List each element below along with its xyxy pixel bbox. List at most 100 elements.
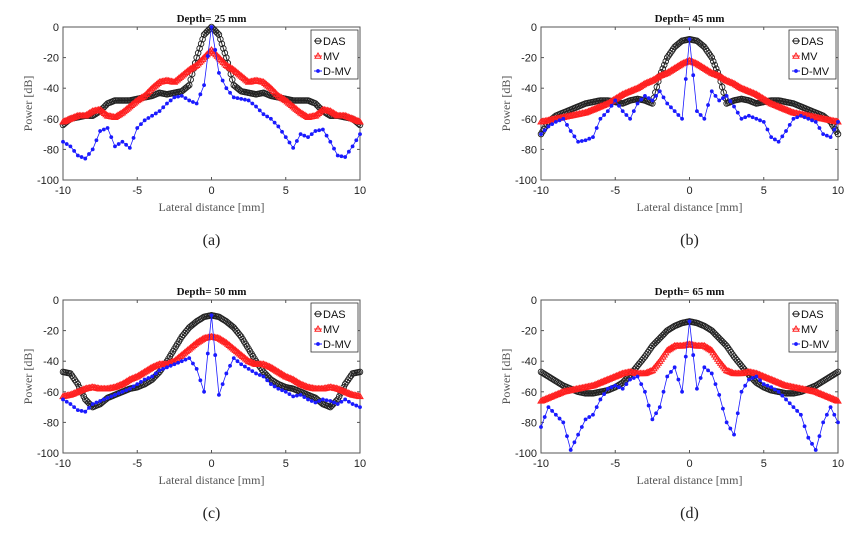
series-mv [59, 332, 364, 400]
y-tick-label: -100 [37, 448, 59, 460]
legend-label: DAS [801, 309, 824, 321]
y-axis-label: Power [dB] [499, 76, 513, 132]
legend-label: MV [801, 324, 818, 336]
data-point-d-mv [769, 135, 774, 140]
marker-d-mv [728, 426, 733, 431]
marker-mv [290, 376, 299, 384]
data-point-mv [207, 45, 216, 53]
marker-mv [770, 100, 779, 108]
marker-mv [832, 396, 841, 404]
marker-d-mv [101, 397, 106, 402]
data-point-mv [296, 108, 305, 116]
data-point-d-mv [806, 116, 811, 121]
marker-d-mv [795, 409, 800, 413]
marker-mv [277, 369, 286, 377]
marker-mv [330, 109, 339, 117]
marker-mv [241, 354, 250, 362]
marker-mv [261, 79, 269, 87]
marker-mv [768, 376, 777, 383]
marker-d-mv [780, 393, 785, 398]
marker-d-mv [294, 139, 299, 143]
legend-label: D-MV [801, 66, 830, 78]
data-point-d-mv [224, 86, 229, 91]
marker-mv [820, 391, 829, 399]
data-point-das [215, 31, 223, 38]
data-point-mv [229, 344, 238, 352]
data-point-d-mv [320, 127, 325, 132]
data-point-mv [767, 99, 776, 107]
data-point-d-mv [142, 118, 147, 123]
data-point-d-mv [261, 112, 266, 117]
marker-d-mv [79, 155, 84, 159]
marker-d-mv [228, 363, 232, 368]
marker-d-mv [832, 127, 837, 132]
data-point-d-mv [576, 432, 581, 437]
marker-mv [771, 101, 780, 109]
subplot-caption: (d) [680, 505, 699, 522]
data-point-mv [267, 363, 275, 371]
marker-mv [761, 373, 770, 380]
marker-d-mv [198, 378, 203, 383]
data-point-mv [281, 372, 290, 380]
data-point-mv [348, 114, 357, 122]
marker-mv [278, 94, 287, 102]
data-point-d-mv [665, 101, 670, 106]
marker-d-mv [772, 387, 777, 392]
marker-d-mv [139, 122, 143, 127]
y-tick-label: -40 [43, 83, 59, 95]
legend-marker-das [792, 310, 800, 318]
marker-das [199, 35, 206, 43]
data-point-d-mv [343, 397, 348, 402]
y-tick-label: -80 [521, 144, 537, 156]
marker-mv [268, 364, 277, 371]
marker-mv [223, 62, 232, 69]
marker-mv [329, 108, 338, 116]
legend: DAS MV D-MV [310, 302, 359, 353]
marker-mv [234, 69, 243, 77]
data-point-mv [326, 107, 335, 114]
y-tick-label: -80 [43, 144, 59, 156]
marker-mv [697, 62, 706, 70]
y-tick-label: -80 [43, 417, 59, 429]
marker-d-mv [87, 152, 91, 156]
marker-d-mv [131, 136, 136, 140]
marker-d-mv [176, 94, 180, 99]
y-tick-label: 0 [531, 295, 537, 307]
marker-mv [97, 106, 106, 114]
data-point-d-mv [120, 389, 125, 394]
marker-mv [232, 347, 241, 355]
marker-d-mv [557, 118, 562, 123]
marker-d-mv [191, 361, 195, 366]
marker-mv [816, 389, 825, 397]
x-axis-label: Lateral distance [mm] [637, 200, 743, 214]
marker-das [662, 58, 669, 65]
marker-das [217, 35, 224, 43]
legend-marker-d-mv [794, 69, 798, 73]
marker-mv [262, 80, 271, 88]
data-point-mv [259, 78, 268, 85]
data-point-mv [96, 105, 104, 113]
marker-d-mv [72, 405, 77, 409]
series-d-mv [539, 319, 840, 452]
data-point-d-mv [113, 144, 117, 149]
data-point-mv [782, 105, 790, 113]
marker-mv [779, 104, 787, 112]
data-point-d-mv [291, 145, 296, 150]
marker-d-mv [750, 115, 755, 120]
marker-d-mv [94, 138, 99, 143]
y-tick-label: -20 [43, 53, 59, 65]
subplot-caption: (a) [203, 232, 221, 249]
marker-d-mv [572, 134, 577, 139]
marker-d-mv [594, 126, 599, 130]
marker-mv [746, 87, 755, 95]
marker-mv [687, 57, 695, 64]
data-point-d-mv [798, 113, 803, 118]
marker-mv [226, 64, 235, 71]
data-point-d-mv [724, 93, 729, 98]
marker-d-mv [294, 393, 299, 398]
data-point-d-mv [358, 132, 362, 137]
marker-d-mv [817, 126, 822, 130]
y-tick-label: -100 [515, 448, 537, 460]
marker-mv [284, 373, 293, 381]
marker-d-mv [661, 389, 666, 394]
